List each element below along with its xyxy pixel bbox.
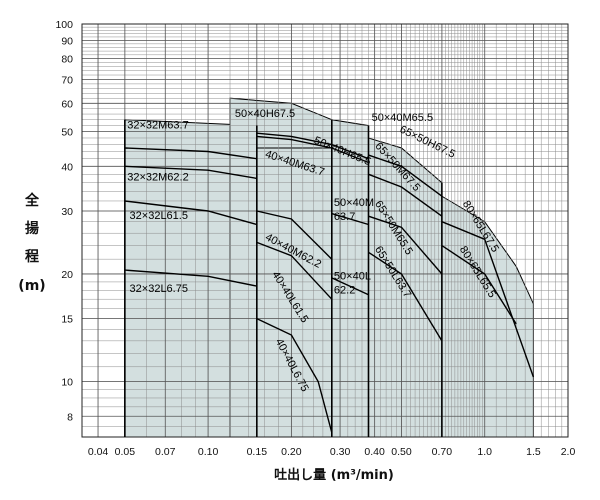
curve-40×40L6.75: [256, 317, 333, 433]
curve-label-32×32M63.7: 32×32M63.7: [127, 120, 188, 132]
curve-50×40M65.5: [256, 132, 369, 160]
x-axis-label: 吐出し量 (m³/min): [0, 464, 600, 483]
y-axis-label-char-2: 揚: [25, 221, 39, 237]
curve-label-32×32L6.75: 32×32L6.75: [130, 283, 188, 295]
y-axis-label-char-3: 程: [25, 249, 39, 265]
curve-80×65L65.5: [441, 245, 517, 325]
curve-65×50M65.5: [368, 215, 443, 275]
y-tick-label: 70: [61, 74, 73, 86]
x-tick-label: 2.0: [561, 446, 576, 458]
x-tick-label: 0.07: [155, 446, 176, 458]
curve-50×40M: [331, 212, 369, 226]
y-axis-label-char-1: 全: [25, 193, 39, 209]
x-tick-label: 0.40: [364, 446, 385, 458]
curve-32×32L6.75: [124, 269, 257, 287]
performance-curves: [124, 132, 535, 433]
y-tick-label: 80: [61, 54, 73, 66]
y-tick-label: 90: [61, 35, 73, 47]
curve-65×50M67.5: [368, 173, 443, 217]
curve-40×40L61.5: [256, 241, 333, 300]
x-tick-label: 0.05: [115, 446, 136, 458]
x-tick-label: 1.0: [477, 446, 492, 458]
y-axis-unit: (m): [18, 278, 46, 294]
x-tick-label: 0.10: [198, 446, 219, 458]
curve-label-50×40M-line2: 63.7: [334, 211, 355, 223]
y-tick-label: 40: [61, 161, 73, 173]
curve-label-50×40H67.5: 50×40H67.5: [235, 108, 295, 120]
curve-32×32L61.5: [124, 200, 257, 226]
curve-label-50×40M65.5: 50×40M65.5: [372, 112, 433, 124]
plot-frame: [81, 23, 569, 438]
x-tick-label: 0.50: [391, 446, 412, 458]
y-tick-label: 15: [61, 314, 73, 326]
x-axis-label-main: 吐出し量: [274, 468, 327, 483]
x-axis-label-unit: (m³/min): [330, 468, 394, 483]
curve-label-50×40L-line2: 62.2: [334, 284, 355, 296]
curve-label-50×40L: 50×40L: [334, 270, 371, 282]
curve-80×65L67.5: [441, 221, 535, 378]
x-tick-label: 0.70: [432, 446, 453, 458]
x-tick-label: 1.5: [526, 446, 541, 458]
x-tick-label: 0.15: [247, 446, 268, 458]
x-tick-label: 0.04: [88, 446, 109, 458]
y-tick-label: 10: [61, 377, 73, 389]
curve-40×40M62.2: [256, 210, 333, 260]
curve-50×40H65.5: [256, 135, 369, 164]
curve-32×32M63.7: [124, 147, 257, 160]
y-tick-label: 60: [61, 98, 73, 110]
tick-labels: 0.04 0.05 0.07 0.10 0.15 0.20 0.30 0.40 0.50 0.70…: [55, 19, 575, 458]
x-tick-label: 0.30: [330, 446, 351, 458]
y-tick-label: 20: [61, 269, 73, 281]
curve-65×50L63.7: [368, 251, 443, 342]
curve-label-32×32L61.5: 32×32L61.5: [130, 210, 188, 222]
x-tick-label: 0.20: [281, 446, 302, 458]
y-tick-label: 50: [61, 127, 73, 139]
range-boundaries: [124, 119, 443, 437]
curve-32×32M62.2: [124, 165, 257, 180]
curve-label-50×40M: 50×40M: [334, 197, 374, 209]
y-tick-label: 100: [55, 19, 73, 31]
gridlines: [81, 23, 569, 438]
y-tick-label: 8: [67, 411, 73, 423]
curve-label-32×32M62.2: 32×32M62.2: [127, 172, 188, 184]
curve-65×50H67.5: [368, 154, 443, 197]
y-tick-label: 30: [61, 206, 73, 218]
curve-50×40L: [331, 277, 369, 296]
